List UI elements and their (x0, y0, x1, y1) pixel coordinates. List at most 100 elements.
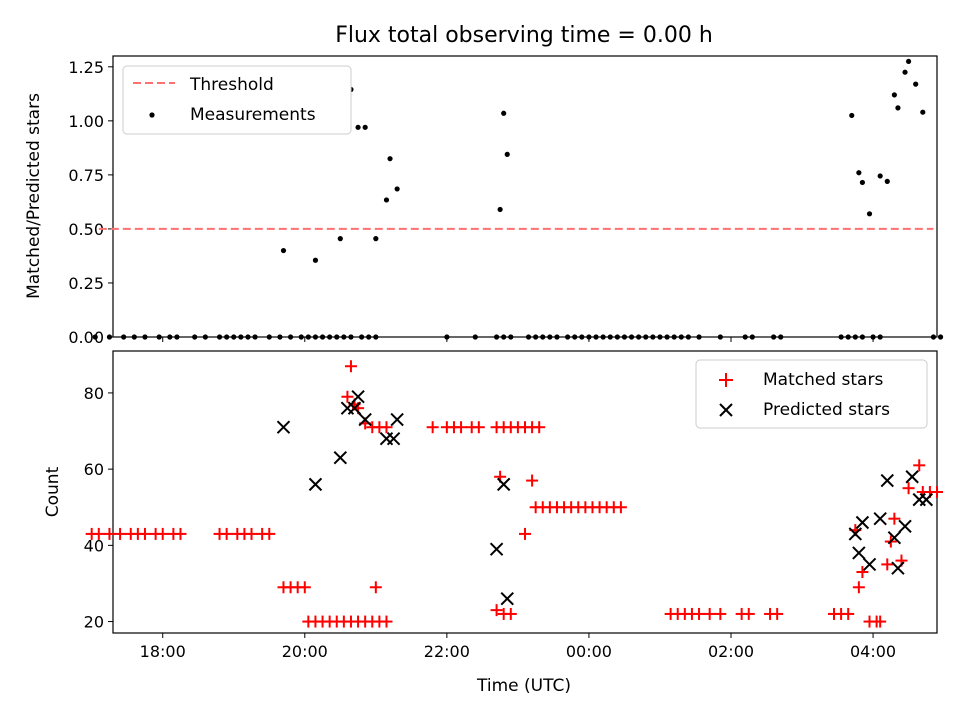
predicted-star-point (873, 511, 887, 526)
predicted-star-point (891, 561, 905, 575)
matched-star-point (344, 360, 357, 373)
matched-star-point (174, 527, 187, 540)
matched-star-point (874, 615, 887, 628)
measurement-point (877, 334, 883, 340)
predicted-star-point (898, 519, 912, 534)
matched-star-point (533, 421, 546, 434)
measurement-point (501, 110, 507, 116)
measurement-point (771, 334, 777, 340)
measurement-point (696, 334, 702, 340)
measurement-point (877, 173, 883, 179)
measurement-point (383, 197, 390, 203)
measurement-point (600, 334, 606, 340)
predicted-star-point (390, 412, 404, 427)
measurement-point (905, 58, 912, 65)
matched-star-point (156, 527, 169, 540)
x-tick-label: 22:00 (424, 642, 470, 661)
top-legend: Threshold Measurements (122, 65, 352, 135)
predicted-star-point (347, 401, 362, 415)
matched-star-point (856, 566, 869, 579)
measurement-point (913, 81, 919, 87)
top-axes-frame (112, 55, 938, 338)
measurement-point (628, 334, 635, 340)
predicted-star-point (333, 450, 348, 465)
measurement-point (252, 334, 258, 340)
matched-star-point (881, 558, 894, 571)
measurement-point (685, 334, 691, 340)
measurement-point (106, 334, 113, 340)
matched-star-point (614, 501, 627, 514)
matched-star-point (138, 527, 151, 540)
measurement-point (312, 257, 319, 263)
measurement-point (216, 334, 223, 340)
matched-star-point (519, 527, 531, 540)
measurement-point (678, 334, 684, 340)
measurement-point (231, 334, 237, 340)
bottom-y-tick-label: 60 (84, 460, 104, 479)
measurement-point (866, 211, 873, 217)
legend-threshold-label: Threshold (189, 75, 274, 95)
top-y-tick-label: 1.00 (68, 112, 104, 131)
bottom-legend-box (695, 359, 928, 429)
measurement-point (497, 206, 503, 213)
legend-measurements-label: Measurements (190, 105, 316, 125)
matched-star-point (842, 607, 855, 620)
top-y-tick-label: 0.75 (68, 166, 104, 185)
measurement-point (845, 334, 851, 340)
measurement-point (312, 334, 319, 340)
measurement-point (373, 236, 379, 242)
x-tick-label: 04:00 (850, 642, 896, 661)
measurement-point (319, 334, 326, 340)
predicted-star-point (351, 390, 365, 404)
matched-star-point (852, 581, 865, 594)
measurement-point (277, 334, 283, 340)
predicted-star-point (496, 477, 511, 492)
matched-star-point (913, 459, 926, 472)
predicted-star-point (358, 412, 372, 427)
measurement-point (156, 334, 162, 340)
measurement-point (355, 124, 361, 130)
legend-predicted-label: Predicted stars (763, 400, 890, 420)
measurement-point (838, 334, 844, 340)
measurement-point (287, 334, 294, 340)
matched-star-point (742, 607, 755, 620)
measurement-point (717, 334, 723, 340)
matched-star-point (902, 482, 915, 495)
measurement-point (650, 334, 656, 340)
measurement-point (852, 334, 858, 340)
predicted-star-point (489, 542, 504, 556)
measurement-point (547, 334, 553, 340)
legend-matched-swatch (719, 373, 733, 387)
top-y-tick-label: 1.25 (68, 58, 104, 77)
measurement-point (586, 334, 592, 340)
matched-star-point (380, 615, 393, 628)
matched-star-point (504, 607, 517, 620)
measurement-point (245, 334, 251, 340)
measurement-point (657, 334, 663, 340)
matched-star-point (693, 607, 706, 620)
x-tick-label: 18:00 (140, 642, 186, 661)
measurement-point (859, 179, 866, 186)
matched-star-point (114, 527, 127, 540)
matched-star-point (931, 486, 943, 498)
measurement-point (572, 334, 578, 340)
measurement-point (895, 105, 901, 111)
measurement-point (280, 247, 287, 254)
matched-star-point (490, 604, 503, 617)
measurement-point (579, 334, 585, 340)
measurement-point (643, 334, 649, 340)
predicted-star-point (919, 492, 934, 507)
count-plot: 20 40 60 80 18:00 20:00 22:00 00:00 02:00 04:00 (84, 350, 943, 661)
measurement-point (305, 334, 311, 340)
measurement-point (565, 334, 571, 340)
measurement-point (508, 334, 514, 340)
measurement-point (202, 334, 208, 340)
bottom-legend: Matched stars Predicted stars (695, 359, 928, 429)
measurement-point (348, 334, 354, 340)
measurement-point (533, 334, 539, 340)
measurement-point (501, 334, 507, 340)
x-tick-label: 20:00 (282, 642, 328, 661)
measurement-point (849, 112, 855, 119)
measurement-point (373, 334, 379, 340)
matched-star-point (526, 474, 539, 487)
